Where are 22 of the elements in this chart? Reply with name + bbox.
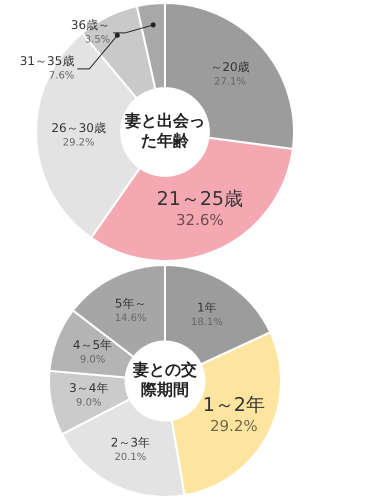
slice-label: 1年 (197, 300, 217, 315)
data-label: 7.6% (48, 70, 74, 82)
slice-label: 2～3年 (110, 436, 150, 450)
data-label: 29.2% (62, 137, 95, 148)
data-label: 9.0% (80, 354, 106, 366)
slice-label: 4～5年 (72, 338, 112, 352)
data-label: 3.5% (84, 34, 110, 46)
data-label: 20.1% (114, 452, 146, 464)
data-label: 14.6% (114, 312, 146, 324)
slice-label: 5年～ (114, 296, 146, 310)
slice-label: 21～25歳 (156, 188, 244, 210)
slice-label: 26～30歳 (51, 120, 106, 135)
text: 妻との交際期間 (132, 360, 197, 400)
data-label: 29.2% (210, 417, 258, 436)
data-label: 32.6% (176, 210, 224, 229)
slice-label: 36歳～ (70, 18, 110, 32)
slice-label: 31～35歳 (20, 54, 74, 68)
text: 妻と出会った年齢 (124, 111, 205, 150)
slice-label: 1～2年 (202, 394, 265, 416)
slice-label: ～20歳 (210, 60, 250, 74)
data-label: 9.0% (76, 398, 102, 409)
slice-label: 3～4年 (69, 381, 108, 396)
